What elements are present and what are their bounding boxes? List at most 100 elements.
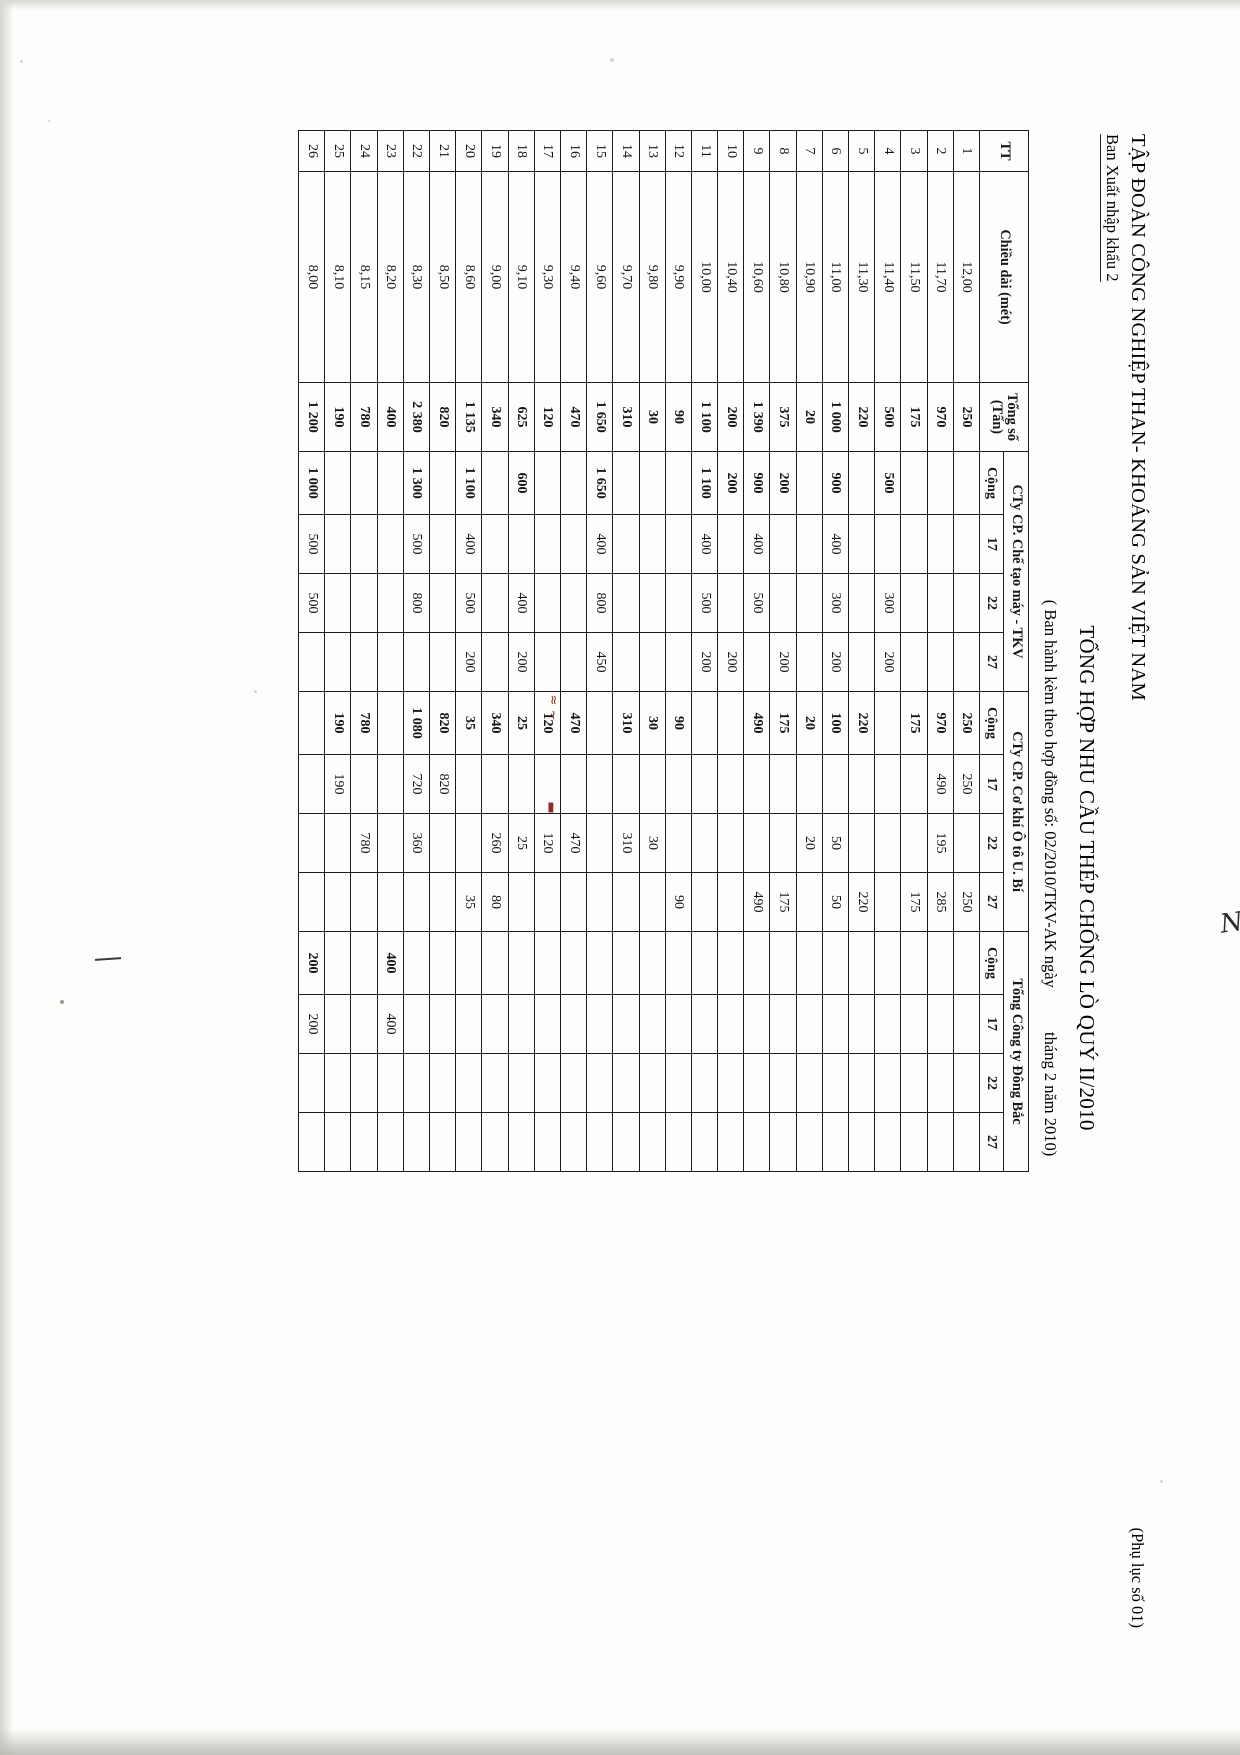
- scan-edge-shadow-left: [0, 0, 14, 1755]
- table-row: 22 8,30 2 380 1 300 500 800 1 080 720 360: [403, 130, 430, 1171]
- col-header-g1-cong: Cộng: [979, 451, 1004, 514]
- cell-g3-27: [927, 1112, 954, 1171]
- cell-g3-cong: [953, 931, 980, 994]
- cell-g2-22: 195: [927, 813, 954, 872]
- red-pen-mark: ≈ ~: [545, 694, 561, 721]
- cell-g1-27: [639, 632, 666, 691]
- cell-g2-27: [874, 872, 901, 931]
- cell-g3-cong: [560, 931, 587, 994]
- cell-total: 625: [508, 382, 535, 451]
- cell-length: 9,40: [560, 171, 587, 382]
- cell-g1-22: [324, 573, 351, 632]
- cell-g1-cong: [665, 451, 692, 514]
- cell-g2-22: 780: [351, 813, 378, 872]
- cell-g3-17: 200: [298, 994, 325, 1053]
- cell-g3-17: [691, 994, 718, 1053]
- cell-g3-17: [534, 994, 561, 1053]
- cell-g3-27: [743, 1112, 770, 1171]
- cell-g3-22: [770, 1053, 797, 1112]
- cell-g3-27: [691, 1112, 718, 1171]
- col-header-g3-22: 22: [979, 1053, 1004, 1112]
- document-subtitle: ( Ban hành kèm theo hợp đồng số: 02/2010…: [1040, 98, 1060, 1658]
- cell-g2-cong: 25: [508, 691, 535, 754]
- cell-g1-27: [743, 632, 770, 691]
- cell-tt: 6: [822, 130, 849, 171]
- cell-g1-27: [298, 632, 325, 691]
- cell-g1-cong: [848, 451, 875, 514]
- cell-g3-17: [953, 994, 980, 1053]
- cell-g3-27: [770, 1112, 797, 1171]
- cell-g3-cong: [691, 931, 718, 994]
- table-row: 11 10,00 1 100 1 100 400 500 200: [691, 130, 718, 1171]
- cell-g1-22: [612, 573, 640, 632]
- col-header-g2-27: 27: [979, 872, 1004, 931]
- cell-total: 1 390: [743, 382, 770, 451]
- cell-g3-17: [796, 994, 823, 1053]
- cell-g3-17: [639, 994, 666, 1053]
- cell-length: 11,00: [822, 171, 849, 382]
- cell-g3-27: [586, 1112, 613, 1171]
- cell-total: 2 380: [403, 382, 430, 451]
- table-row: 9 10,60 1 390 900 400 500 490 490: [743, 130, 770, 1171]
- cell-g1-22: [953, 573, 980, 632]
- cell-g2-cong: 175: [900, 691, 928, 754]
- cell-g3-27: [403, 1112, 430, 1171]
- cell-g3-27: [612, 1112, 640, 1171]
- col-header-g3-27: 27: [979, 1112, 1004, 1171]
- cell-tt: 19: [481, 130, 509, 171]
- table-row: 19 9,00 340 340 260 80: [481, 130, 509, 1171]
- cell-g2-27: 220: [848, 872, 875, 931]
- cell-g3-cong: [612, 931, 640, 994]
- cell-g3-27: [717, 1112, 744, 1171]
- cell-g2-cong: 250: [953, 691, 980, 754]
- cell-g3-22: [743, 1053, 770, 1112]
- cell-g2-17: [560, 754, 587, 813]
- cell-g2-22: [298, 813, 325, 872]
- cell-g3-22: [560, 1053, 587, 1112]
- letterhead: TẬP ĐOÀN CÔNG NGHIỆP THAN- KHOÁNG SẢN VI…: [1100, 133, 1149, 754]
- cell-g1-27: 450: [586, 632, 613, 691]
- cell-g3-17: [455, 994, 482, 1053]
- cell-length: 8,20: [377, 171, 404, 382]
- cell-g2-27: [298, 872, 325, 931]
- cell-g2-cong: 35: [455, 691, 482, 754]
- cell-g1-17: [534, 514, 561, 573]
- table-row: 7 10,90 20 20 20: [796, 130, 823, 1171]
- cell-g2-cong: 190: [324, 691, 351, 754]
- cell-g3-22: [324, 1053, 351, 1112]
- cell-g1-22: 300: [874, 573, 901, 632]
- scan-speck: [60, 1000, 64, 1004]
- cell-g2-17: [900, 754, 928, 813]
- cell-g3-27: [534, 1112, 561, 1171]
- cell-tt: 14: [612, 130, 640, 171]
- cell-g2-27: 285: [927, 872, 954, 931]
- cell-g1-17: 400: [822, 514, 849, 573]
- cell-total: 310: [612, 382, 640, 451]
- table-row: 10 10,40 200 200 200: [717, 130, 744, 1171]
- cell-g3-17: [429, 994, 456, 1053]
- table-row: 14 9,70 310 310 310: [612, 130, 640, 1171]
- cell-tt: 1: [953, 130, 980, 171]
- cell-g2-cong: 470: [560, 691, 587, 754]
- table-row: 20 8,60 1 135 1 100 400 500 200 35 35: [455, 130, 482, 1171]
- col-header-total-line1: Tổng số: [1004, 392, 1021, 441]
- cell-g1-17: [770, 514, 797, 573]
- table-row: 18 9,10 625 600 400 200 25 25: [508, 130, 535, 1171]
- table-head: TT Chiều dài (mét) Tổng số (Tấn) CTy CP.…: [979, 130, 1029, 1171]
- cell-g3-22: [586, 1053, 613, 1112]
- cell-g1-27: [927, 632, 954, 691]
- table-row: 17 9,30 120 120 120: [534, 130, 561, 1171]
- cell-g2-22: [377, 813, 404, 872]
- col-header-g1-17: 17: [979, 514, 1004, 573]
- cell-g2-22: 260: [481, 813, 509, 872]
- department-name: Ban Xuất nhập khẩu 2: [1100, 133, 1122, 282]
- cell-g1-22: 800: [403, 573, 430, 632]
- cell-g1-cong: [324, 451, 351, 514]
- cell-g1-27: 200: [717, 632, 744, 691]
- cell-g1-cong: [953, 451, 980, 514]
- cell-g3-22: [351, 1053, 378, 1112]
- cell-g2-17: [665, 754, 692, 813]
- cell-g3-22: [665, 1053, 692, 1112]
- cell-g3-27: [822, 1112, 849, 1171]
- cell-g1-cong: 900: [822, 451, 849, 514]
